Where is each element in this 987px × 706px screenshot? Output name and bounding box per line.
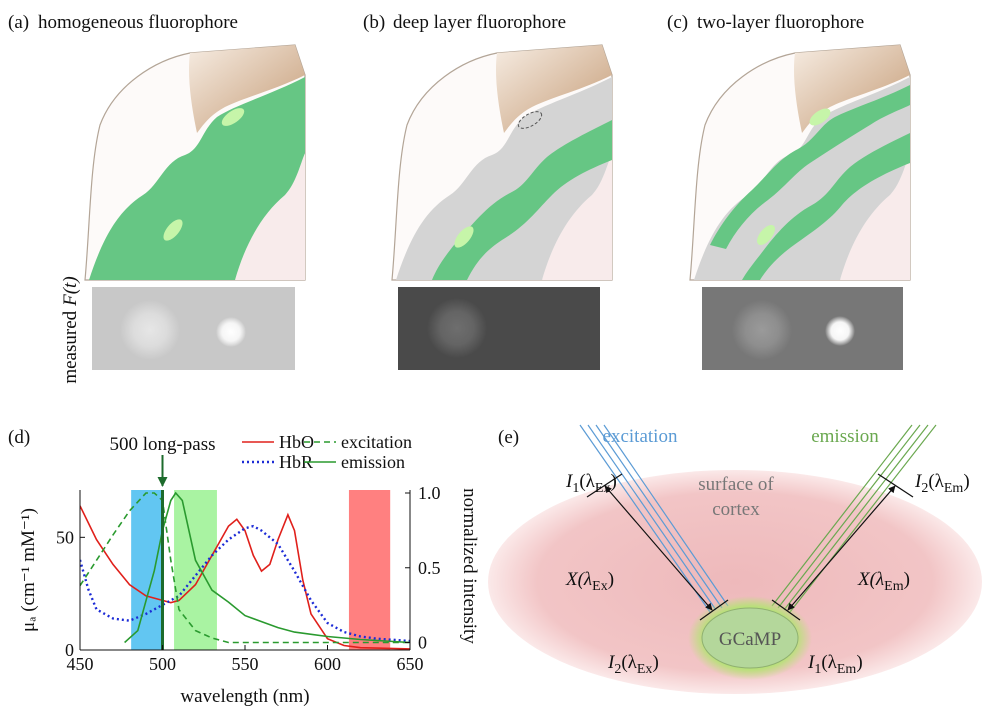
- y2-tick-label: 0: [418, 633, 427, 653]
- y2-tick-label: 0.5: [418, 558, 441, 578]
- formula-part: X(λ: [857, 569, 884, 590]
- filter-band: [174, 490, 217, 650]
- x-axis-label: wavelength (nm): [180, 686, 309, 706]
- excitation-label: excitation: [603, 426, 678, 447]
- formula-part: (λ: [821, 652, 837, 673]
- y-tick-label: 0: [65, 640, 74, 660]
- formula-part: (λ: [928, 471, 944, 492]
- filter-band: [349, 490, 390, 650]
- panel-label: (e): [498, 427, 519, 448]
- formula-part: Em: [837, 662, 857, 677]
- formula-part: 1: [572, 481, 579, 496]
- tissue-drawing: [690, 45, 910, 280]
- tissue-drawing: [392, 45, 612, 280]
- y2-axis-label: normalized intensity: [459, 488, 480, 644]
- measured-image: [702, 287, 903, 370]
- formula-part: Em: [884, 579, 904, 594]
- y2-tick-label: 1.0: [418, 483, 441, 503]
- formula-part: Em: [944, 481, 964, 496]
- panel-label: (b): [363, 12, 385, 33]
- surface-label: cortex: [712, 499, 760, 520]
- formula-part: Ex: [595, 481, 611, 496]
- formula-part: ): [963, 471, 969, 492]
- formula-label: I2(λEm): [914, 471, 970, 496]
- longpass-label: 500 long-pass: [109, 434, 215, 455]
- formula-part: (λ: [579, 471, 595, 492]
- y-tick-label: 50: [56, 527, 74, 547]
- formula-part: 2: [614, 662, 621, 677]
- emission-label: emission: [811, 426, 879, 447]
- x-tick-label: 500: [149, 654, 176, 674]
- formula-part: ): [652, 652, 658, 673]
- formula-part: 2: [921, 481, 928, 496]
- x-tick-label: 600: [314, 654, 341, 674]
- gcamp-label: GCaMP: [719, 629, 781, 650]
- y-axis-label: μₐ (cm⁻¹ mM⁻¹): [18, 508, 39, 632]
- tissue-drawing: [85, 45, 305, 280]
- surface-label: surface of: [698, 474, 774, 495]
- filter-band: [131, 490, 162, 650]
- diagram: (e) excitation emission surface of corte…: [488, 425, 982, 694]
- panel-title: homogeneous fluorophore: [38, 12, 238, 33]
- row-label-symbol: F(t): [60, 276, 81, 307]
- row-label: measured F(t): [60, 276, 81, 383]
- panel-title: deep layer fluorophore: [393, 12, 566, 33]
- legend-label: excitation: [341, 432, 412, 452]
- formula-part: ): [610, 471, 616, 492]
- x-tick-label: 550: [232, 654, 259, 674]
- measured-image: [92, 287, 295, 370]
- formula-part: ): [608, 569, 614, 590]
- panel-label: (c): [667, 12, 688, 33]
- row-label-text: measured: [60, 310, 81, 383]
- formula-part: Ex: [637, 662, 653, 677]
- measured-image: [398, 287, 600, 370]
- panel-label: (a): [8, 12, 29, 33]
- formula-part: ): [856, 652, 862, 673]
- panel-label: (d): [8, 427, 30, 448]
- x-tick-label: 650: [397, 654, 424, 674]
- formula-part: 1: [814, 662, 821, 677]
- legend-label: emission: [341, 452, 405, 472]
- figure: (a) homogeneous fluorophore (b) deep lay…: [0, 0, 987, 706]
- formula-part: (λ: [621, 652, 637, 673]
- formula-part: Ex: [592, 579, 608, 594]
- formula-part: ): [904, 569, 910, 590]
- panel-title: two-layer fluorophore: [697, 12, 864, 33]
- formula-part: X(λ: [565, 569, 592, 590]
